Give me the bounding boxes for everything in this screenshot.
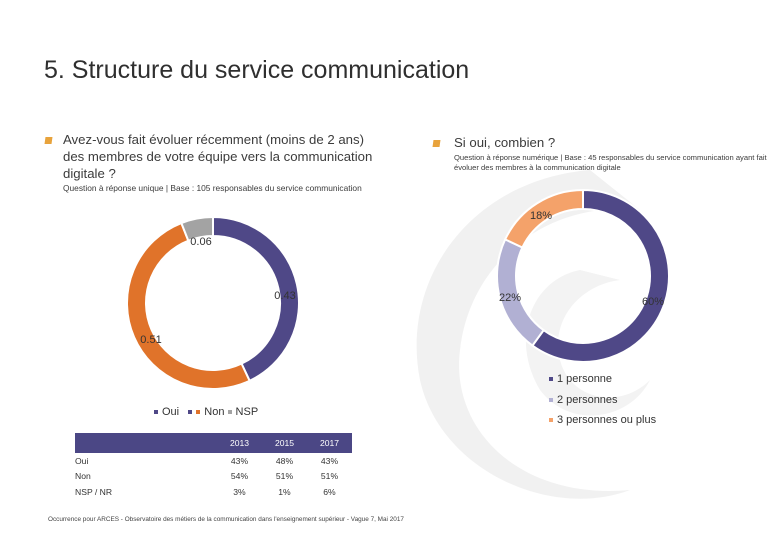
row-label: Oui	[75, 455, 89, 466]
table-header-empty	[75, 433, 217, 453]
table-cell: 51%	[320, 471, 339, 482]
legend-item: 1 personne	[549, 369, 656, 390]
table-cell: 43%	[320, 455, 339, 466]
row-label: NSP / NR	[75, 486, 113, 497]
legend-swatch	[196, 410, 201, 415]
legend-label: Non	[204, 406, 225, 418]
slide-title: 5. Structure du service communication	[44, 56, 470, 84]
legend-swatch	[188, 410, 193, 415]
source-note: Occurrence pour ARCES - Observatoire des…	[48, 516, 404, 523]
table-row: Non 54% 51% 51%	[75, 469, 352, 485]
donut-slice	[126, 221, 251, 390]
legend-swatch	[549, 377, 553, 382]
row-label: Non	[75, 471, 91, 482]
table-header: 2017	[307, 433, 352, 453]
legend-swatch	[154, 410, 158, 415]
legend-label: 2 personnes	[557, 393, 618, 406]
legend-right: 1 personne 2 personnes 3 personnes ou pl…	[549, 369, 656, 431]
data-label: 0.43	[274, 290, 295, 302]
table-header-row: 2013 2015 2017	[75, 433, 352, 453]
table-row: NSP / NR 3% 1% 6%	[75, 484, 352, 500]
right-question: Si oui, combien ?	[454, 135, 556, 150]
data-label: 22%	[499, 292, 521, 304]
legend-item: 2 personnes	[549, 390, 656, 411]
table-cell: 54%	[230, 471, 249, 482]
table-cell: 3%	[233, 486, 246, 497]
table-row: Oui 43% 48% 43%	[75, 453, 352, 469]
legend-label: 3 personnes ou plus	[557, 414, 657, 426]
legend-label: 1 personne	[557, 373, 613, 385]
legend-swatch	[549, 397, 553, 402]
table-header: 2013	[217, 433, 262, 453]
right-question-subtitle: Question à réponse numérique | Base : 45…	[454, 153, 767, 172]
table-cell: 1%	[278, 486, 291, 497]
legend-label: Oui	[162, 406, 180, 418]
legend-swatch	[549, 418, 553, 423]
donut-slice	[503, 188, 584, 249]
left-question-subtitle: Question à réponse unique | Base : 105 r…	[63, 183, 362, 193]
table-cell: 43%	[230, 455, 249, 466]
data-label: 18%	[530, 210, 552, 222]
table-cell: 48%	[275, 455, 294, 466]
legend-item: 3 personnes ou plus	[549, 410, 656, 431]
table-header: 2015	[262, 433, 307, 453]
data-label: 60%	[642, 296, 664, 308]
evolution-table: 2013 2015 2017 Oui 43% 48% 43% Non 54% 5…	[75, 433, 352, 500]
legend-item: NSP	[227, 406, 259, 418]
donut-slice	[180, 215, 214, 243]
legend-item: Oui	[154, 406, 179, 418]
data-label: 0.51	[140, 334, 161, 346]
legend-left: Oui Non NSP	[154, 406, 258, 418]
table-cell: 6%	[323, 486, 336, 497]
legend-item: Non	[188, 406, 224, 418]
table-cell: 51%	[275, 471, 294, 482]
legend-swatch	[227, 410, 232, 415]
data-label: 0.06	[190, 236, 211, 248]
left-question: Avez-vous fait évoluer récemment (moins …	[63, 132, 373, 181]
legend-label: NSP	[235, 406, 259, 418]
